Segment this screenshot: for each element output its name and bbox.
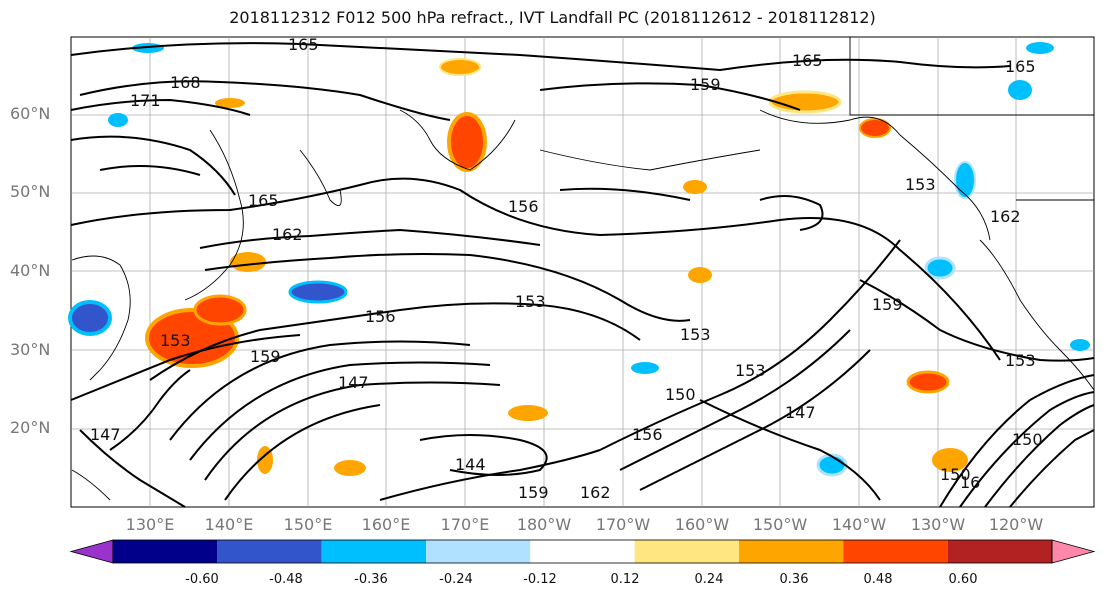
contour-label: 156 bbox=[365, 307, 396, 326]
contour-label: 153 bbox=[1005, 351, 1036, 370]
lon-label: 120°W bbox=[988, 515, 1044, 534]
contour-label: 147 bbox=[90, 425, 121, 444]
contour-label: 168 bbox=[170, 73, 201, 92]
coastlines bbox=[71, 37, 1095, 501]
contour-label-group: 165 168 171 165 162 156 153 156 153 159 … bbox=[90, 35, 1043, 502]
contour-label: 159 bbox=[690, 75, 721, 94]
colorbar-tick-label: 0.12 bbox=[610, 572, 640, 587]
lon-label: 130°W bbox=[910, 515, 966, 534]
contour-label: 153 bbox=[160, 331, 191, 350]
refractivity-contours bbox=[70, 42, 1095, 508]
colorbar-segment bbox=[634, 540, 739, 563]
colorbar-tick-label: 0.24 bbox=[694, 572, 724, 587]
contour-label: 144 bbox=[455, 455, 486, 474]
contour-label: 159 bbox=[872, 295, 903, 314]
colorbar bbox=[69, 539, 1096, 564]
colorbar-tick-label: 0.36 bbox=[779, 572, 809, 587]
anomaly-shading bbox=[68, 42, 1090, 477]
colorbar-tick-label: 0.60 bbox=[948, 572, 978, 587]
lon-label: 160°E bbox=[361, 515, 411, 534]
lat-label: 50°N bbox=[10, 182, 51, 201]
colorbar-segment bbox=[843, 540, 948, 563]
colorbar-tick-label: -0.12 bbox=[523, 572, 557, 587]
colorbar-arrow-low bbox=[69, 539, 114, 564]
lon-label: 150°W bbox=[752, 515, 808, 534]
graticule bbox=[71, 37, 1094, 507]
contour-label: 153 bbox=[680, 325, 711, 344]
contour-label: 16 bbox=[960, 473, 980, 492]
contour-label: 162 bbox=[580, 483, 611, 502]
contour-label: 147 bbox=[785, 403, 816, 422]
colorbar-segment bbox=[530, 540, 635, 563]
colorbar-tick-label: -0.48 bbox=[269, 572, 303, 587]
lat-label: 20°N bbox=[10, 418, 51, 437]
map-title: 2018112312 F012 500 hPa refract., IVT La… bbox=[229, 8, 876, 27]
lat-label: 60°N bbox=[10, 104, 51, 123]
lon-label: 130°E bbox=[125, 515, 175, 534]
colorbar-tick-label: -0.24 bbox=[439, 572, 473, 587]
colorbar-tick-label: -0.36 bbox=[354, 572, 388, 587]
colorbar-segment bbox=[217, 540, 322, 563]
colorbar-segment bbox=[113, 540, 218, 563]
contour-label: 162 bbox=[272, 225, 303, 244]
contour-label: 171 bbox=[130, 91, 161, 110]
contour-label: 165 bbox=[792, 51, 823, 70]
colorbar-tick-label: 0.48 bbox=[863, 572, 893, 587]
colorbar-segment bbox=[426, 540, 531, 563]
contour-label: 162 bbox=[990, 207, 1021, 226]
contour-label: 147 bbox=[338, 373, 369, 392]
contour-label: 159 bbox=[250, 347, 281, 366]
contour-label: 153 bbox=[515, 292, 546, 311]
lon-label: 170°E bbox=[440, 515, 490, 534]
contour-label: 165 bbox=[288, 35, 319, 54]
lon-label: 140°W bbox=[831, 515, 887, 534]
contour-label: 150 bbox=[665, 385, 696, 404]
contour-label: 159 bbox=[518, 483, 549, 502]
contour-label: 153 bbox=[735, 361, 766, 380]
contour-label: 156 bbox=[632, 425, 663, 444]
colorbar-segment bbox=[947, 540, 1052, 563]
lon-label: 160°W bbox=[674, 515, 730, 534]
contour-label: 165 bbox=[248, 191, 279, 210]
lon-label: 170°W bbox=[595, 515, 651, 534]
colorbar-outline bbox=[112, 539, 1053, 564]
lat-label: 40°N bbox=[10, 261, 51, 280]
colorbar-tick-label: -0.60 bbox=[185, 572, 219, 587]
colorbar-segment bbox=[739, 540, 844, 563]
lon-label: 150°E bbox=[283, 515, 333, 534]
lat-label: 30°N bbox=[10, 340, 51, 359]
colorbar-arrow-high bbox=[1051, 539, 1096, 564]
contour-label: 150 bbox=[1012, 430, 1043, 449]
colorbar-segment bbox=[321, 540, 426, 563]
contour-label: 165 bbox=[1005, 57, 1036, 76]
contour-label: 153 bbox=[905, 175, 936, 194]
lon-label: 140°E bbox=[204, 515, 254, 534]
contour-label: 156 bbox=[508, 197, 539, 216]
lon-label: 180°W bbox=[516, 515, 572, 534]
contour-label: 150 bbox=[940, 465, 971, 484]
